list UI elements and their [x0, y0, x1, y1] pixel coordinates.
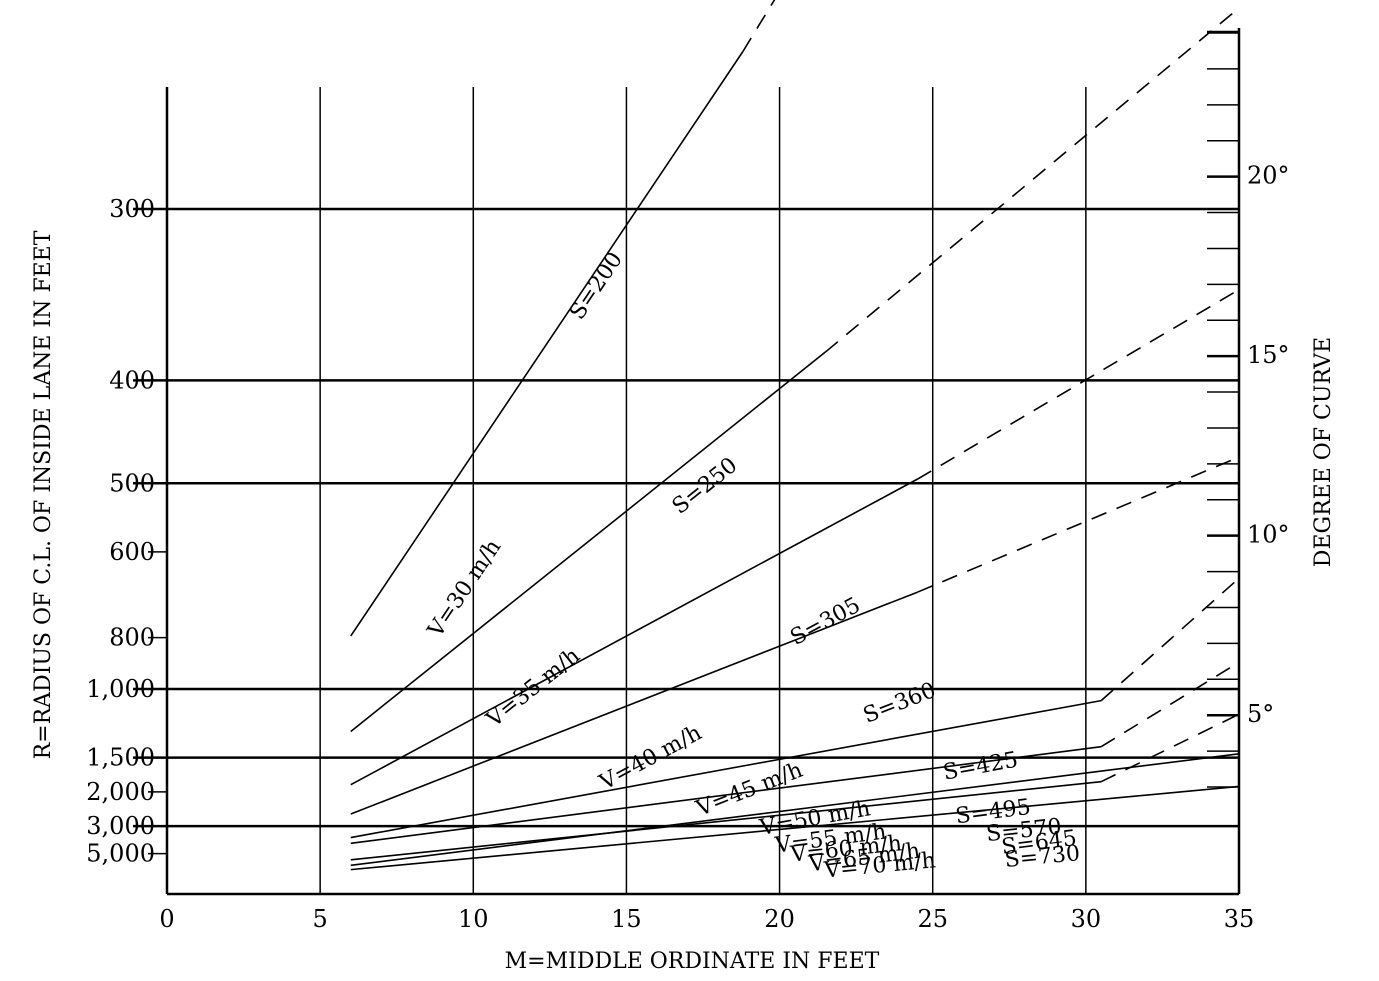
sight-label-3: S=360 [860, 678, 939, 729]
curve-solid-2 [350, 478, 918, 786]
x-tick-label-0: 0 [159, 905, 174, 933]
curve-dashed-6 [1100, 713, 1240, 783]
curve-dashed-2 [916, 288, 1240, 480]
y-tick-label-3000: 3,000 [86, 812, 155, 840]
y-tick-label-1500: 1,500 [86, 744, 155, 772]
curve-dashed-3 [917, 456, 1240, 593]
degree-label-10: 10° [1247, 521, 1290, 549]
degree-label-15: 15° [1247, 341, 1290, 369]
sight-label-0: S=200 [565, 248, 628, 325]
curve-solid-4 [350, 699, 1102, 839]
curve-solid-1 [350, 351, 827, 733]
grid-lines [133, 28, 1241, 896]
curve-solid-3 [350, 591, 918, 815]
degree-axis-ticks [1207, 30, 1239, 788]
x-axis-title: M=MIDDLE ORDINATE IN FEET [505, 949, 880, 974]
y-tick-label-600: 600 [109, 538, 155, 566]
speed-label-0: V=30 m/h [423, 535, 507, 643]
degree-label-5: 5° [1247, 700, 1274, 728]
y-tick-label-5000: 5,000 [86, 840, 155, 868]
y-tick-label-500: 500 [109, 469, 155, 497]
curve-solid-0 [350, 51, 744, 637]
curve-dashed-4 [1100, 577, 1240, 702]
x-tick-label-20: 20 [764, 905, 795, 933]
curve-dashed-1 [825, 7, 1240, 353]
y-tick-label-2000: 2,000 [86, 778, 155, 806]
y-tick-label-800: 800 [109, 624, 155, 652]
degree-label-20: 20° [1247, 162, 1290, 190]
x-tick-label-15: 15 [611, 905, 642, 933]
curve-lines [350, 0, 1240, 871]
curve-dashed-0 [742, 0, 776, 53]
curve-solid-6 [350, 780, 1102, 861]
curve-solid-8 [350, 785, 1240, 871]
curve-dashed-5 [1100, 661, 1240, 748]
curve-solid-7 [350, 753, 1240, 867]
tick-labels: 0 5 10 15 20 25 30 35 300 400 500 600 800 1,000 1,500 2… [86, 162, 1289, 933]
y-axis-title-left: R=RADIUS OF C.L. OF INSIDE LANE IN FEET [31, 230, 56, 759]
x-tick-label-5: 5 [313, 905, 328, 933]
x-tick-label-25: 25 [917, 905, 948, 933]
sight-label-4: S=425 [941, 748, 1020, 786]
sight-label-2: S=305 [786, 593, 864, 651]
y-axis-title-right: DEGREE OF CURVE [1311, 337, 1336, 567]
x-tick-label-30: 30 [1071, 905, 1102, 933]
y-tick-label-300: 300 [109, 195, 155, 223]
y-tick-label-400: 400 [109, 366, 155, 394]
x-tick-label-10: 10 [458, 905, 489, 933]
sight-label-1: S=250 [668, 453, 743, 520]
x-tick-label-35: 35 [1224, 905, 1255, 933]
curve-solid-5 [350, 745, 1102, 845]
y-tick-label-1000: 1,000 [86, 675, 155, 703]
